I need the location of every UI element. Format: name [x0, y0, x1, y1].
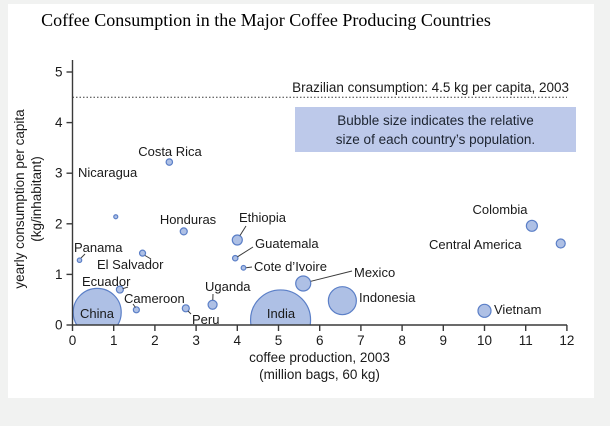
- leader-mexico: [310, 270, 353, 282]
- bubble-india: [249, 289, 312, 325]
- leader-cote-d-ivoire: [246, 266, 253, 269]
- note-line-1: Bubble size indicates the relative: [337, 112, 534, 128]
- bubble-ethiopia: [231, 234, 243, 246]
- y-tick-label-3: 3: [55, 166, 63, 181]
- x-tick-label-1: 1: [110, 333, 118, 348]
- bubble-costa-rica: [165, 158, 174, 166]
- label-costa-rica: Costa Rica: [138, 144, 202, 159]
- note-line-2: size of each country’s population.: [335, 131, 536, 147]
- leader-guatemala: [237, 246, 254, 258]
- bubble-cote-d-ivoire: [240, 264, 247, 271]
- label-mexico: Mexico: [354, 265, 395, 280]
- bubble-mexico: [295, 275, 312, 292]
- leader-cameroon: [132, 303, 136, 308]
- x-axis-title: coffee production, 2003 (million bags, 6…: [72, 349, 567, 383]
- bubble-uganda: [207, 299, 218, 310]
- bubble-china: [72, 287, 122, 325]
- bubble-guatemala: [231, 254, 239, 262]
- x-tick-label-0: 0: [69, 333, 77, 348]
- x-tick-label-8: 8: [398, 333, 406, 348]
- reference-line-label: Brazilian consumption: 4.5 kg per capita…: [292, 80, 569, 95]
- leader-peru: [187, 310, 192, 315]
- y-tick-label-0: 0: [55, 318, 63, 333]
- bubble-size-note: Bubble size indicates the relative size …: [295, 107, 576, 152]
- label-guatemala: Guatemala: [255, 236, 319, 251]
- leader-ecuador: [122, 286, 129, 290]
- bubble-colombia: [525, 219, 538, 232]
- bubble-ecuador: [115, 285, 124, 294]
- x-tick-label-7: 7: [357, 333, 365, 348]
- bubble-peru: [181, 304, 190, 313]
- x-tick-label-10: 10: [477, 333, 492, 348]
- leader-el-salvador: [144, 255, 152, 260]
- bubble-nicaragua: [113, 214, 119, 220]
- x-tick-label-6: 6: [316, 333, 324, 348]
- bubble-el-salvador: [138, 249, 147, 257]
- x-tick-label-11: 11: [519, 333, 533, 348]
- x-tick-label-9: 9: [440, 333, 448, 348]
- y-tick-label-5: 5: [55, 65, 63, 80]
- label-colombia: Colombia: [473, 202, 529, 217]
- label-nicaragua: Nicaragua: [78, 165, 138, 180]
- label-peru: Peru: [192, 312, 219, 327]
- leader-ethiopia: [239, 225, 247, 236]
- bubble-honduras: [179, 227, 188, 236]
- label-ecuador: Ecuador: [82, 274, 131, 289]
- bubble-indonesia: [327, 286, 357, 316]
- label-indonesia: Indonesia: [359, 290, 416, 305]
- chart-panel: [8, 4, 594, 398]
- label-central-america: Central America: [429, 237, 522, 252]
- x-tick-label-2: 2: [151, 333, 159, 348]
- label-cote-d-ivoire: Cote d’Ivoire: [254, 259, 327, 274]
- x-tick-label-3: 3: [192, 333, 200, 348]
- label-uganda: Uganda: [205, 279, 251, 294]
- label-el-salvador: El Salvador: [97, 257, 164, 272]
- bubbles-group: [72, 158, 566, 325]
- label-honduras: Honduras: [160, 212, 217, 227]
- x-tick-label-4: 4: [234, 333, 242, 348]
- bubble-cameroon: [132, 306, 140, 314]
- y-tick-label-1: 1: [55, 267, 63, 282]
- bubble-central-america: [555, 238, 566, 249]
- bubble-panama: [76, 257, 83, 264]
- bubble-vietnam: [477, 303, 492, 318]
- label-ethiopia: Ethiopia: [239, 210, 287, 225]
- label-panama: Panama: [74, 240, 123, 255]
- y-tick-label-4: 4: [55, 115, 63, 130]
- x-axis-title-line2: (million bags, 60 kg): [259, 367, 380, 382]
- x-tick-label-12: 12: [559, 333, 574, 348]
- label-cameroon: Cameroon: [124, 291, 185, 306]
- chart-title: Coffee Consumption in the Major Coffee P…: [41, 10, 491, 30]
- y-tick-label-2: 2: [55, 216, 63, 231]
- label-vietnam: Vietnam: [494, 302, 541, 317]
- label-india: India: [267, 306, 296, 321]
- x-tick-label-5: 5: [275, 333, 283, 348]
- leader-panama: [80, 253, 86, 259]
- x-axis-title-line1: coffee production, 2003: [249, 350, 390, 365]
- label-china: China: [80, 306, 115, 321]
